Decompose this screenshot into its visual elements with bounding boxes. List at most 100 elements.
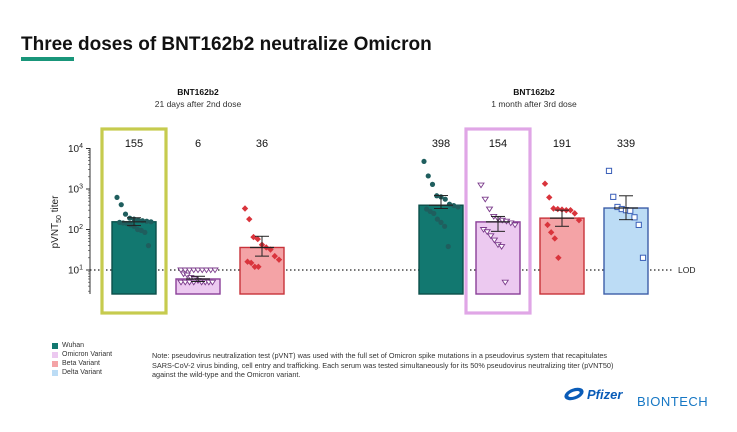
data-point (541, 180, 549, 187)
value-label: 155 (125, 138, 143, 150)
legend-swatch (52, 369, 58, 376)
bar-delta-variant (603, 207, 649, 295)
data-point (558, 206, 566, 213)
data-point (490, 237, 499, 244)
data-point (255, 263, 262, 270)
legend-item: Delta Variant (52, 368, 112, 377)
legend-swatch (52, 342, 58, 349)
footnote: Note: pseudovirus neutralization test (p… (152, 351, 614, 380)
legend-item: Beta Variant (52, 359, 112, 368)
group-subtitle: 21 days after 2nd dose (155, 99, 242, 109)
data-point (442, 223, 448, 229)
data-point (254, 235, 261, 243)
chart-legend: Wuhan Omicron Variant Beta Variant Delta Va… (52, 341, 112, 377)
value-label: 36 (256, 138, 268, 150)
data-point (114, 194, 120, 201)
legend-label: Delta Variant (62, 369, 102, 376)
value-label: 6 (195, 138, 201, 150)
data-point (431, 210, 437, 216)
data-point (477, 182, 485, 189)
highlight-box (464, 127, 532, 315)
data-point (429, 181, 436, 187)
legend-label: Beta Variant (62, 360, 101, 367)
data-point (148, 219, 154, 225)
data-point (546, 194, 553, 201)
data-point (555, 254, 562, 262)
value-label: 339 (617, 138, 635, 150)
data-point (567, 206, 574, 214)
data-point (639, 254, 647, 261)
data-point (142, 229, 148, 235)
data-point (131, 223, 137, 229)
y-tick-label: 102 (68, 224, 83, 236)
data-point (511, 222, 519, 229)
legend-swatch (52, 360, 58, 367)
legend-item: Omicron Variant (52, 350, 112, 359)
data-point (627, 207, 634, 214)
data-point (485, 206, 494, 213)
data-point (144, 218, 150, 224)
group-title: BNT162b2 (513, 87, 555, 97)
title-accent-bar (21, 57, 74, 61)
data-point (547, 229, 555, 236)
legend-item: Wuhan (52, 341, 112, 350)
data-point (571, 210, 578, 217)
data-point (501, 279, 510, 286)
data-point (551, 235, 558, 242)
legend-swatch (52, 351, 58, 358)
data-point (421, 158, 427, 165)
data-point (483, 229, 491, 236)
data-point (246, 215, 253, 223)
data-point (122, 211, 129, 217)
data-point (631, 214, 638, 221)
data-point (445, 243, 451, 250)
bar-beta-variant (539, 217, 585, 295)
data-point (145, 243, 152, 249)
biontech-logo: BIONTECH (637, 394, 709, 409)
value-label: 398 (432, 138, 450, 150)
data-point (486, 233, 495, 240)
data-point (208, 279, 217, 286)
value-label: 191 (553, 138, 571, 150)
data-point (544, 221, 551, 229)
data-point (241, 205, 249, 212)
bar-wuhan (111, 221, 157, 295)
data-point (434, 216, 440, 222)
data-point (118, 202, 124, 208)
data-point (605, 167, 613, 174)
y-tick-label: 103 (68, 184, 83, 196)
pfizer-logo-text: Pfizer (587, 386, 623, 402)
value-label: 154 (489, 138, 507, 150)
legend-label: Wuhan (62, 342, 85, 349)
bar-omicron-variant (475, 221, 521, 295)
y-tick-label: 104 (68, 143, 83, 155)
highlight-box (100, 127, 168, 315)
data-point (425, 173, 431, 179)
pfizer-pill-icon (564, 387, 584, 401)
slide-title: Three doses of BNT162b2 neutralize Omicr… (21, 34, 432, 55)
y-tick-label: 101 (68, 265, 83, 277)
data-point (635, 221, 642, 228)
data-point (481, 196, 490, 203)
data-point (610, 193, 617, 200)
y-axis-title: pVNT50 titer (50, 195, 63, 248)
data-point (451, 202, 457, 209)
data-point (438, 219, 444, 225)
group-title: BNT162b2 (177, 87, 219, 97)
data-point (247, 259, 255, 267)
data-point (442, 196, 448, 202)
lod-label: LOD (678, 265, 695, 275)
data-point (251, 263, 258, 270)
bar-wuhan (418, 204, 464, 295)
data-point (575, 216, 583, 224)
data-point (455, 204, 461, 210)
data-point (275, 256, 283, 263)
legend-label: Omicron Variant (62, 351, 113, 358)
data-point (211, 267, 219, 274)
group-subtitle: 1 month after 3rd dose (491, 99, 577, 109)
data-point (271, 252, 278, 260)
pfizer-logo: Pfizer (563, 386, 622, 402)
data-point (497, 244, 506, 250)
